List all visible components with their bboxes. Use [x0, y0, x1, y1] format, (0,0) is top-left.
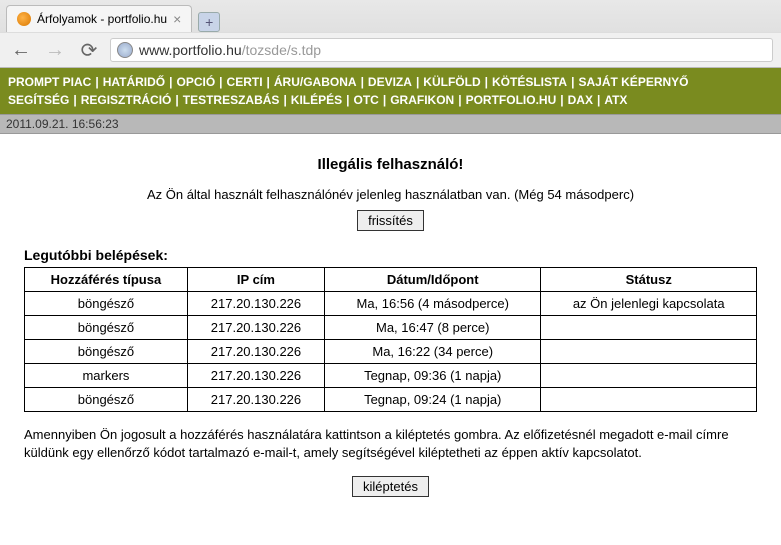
content: Illegális felhasználó! Az Ön által haszn… — [0, 134, 781, 527]
nav-separator: | — [567, 75, 578, 89]
nav-separator: | — [165, 75, 176, 89]
browser-tab[interactable]: Árfolyamok - portfolio.hu × — [6, 5, 192, 32]
nav-link[interactable]: CERTI — [227, 75, 263, 89]
globe-icon — [117, 42, 133, 58]
nav-link[interactable]: SAJÁT KÉPERNYŐ — [578, 75, 688, 89]
table-cell: 217.20.130.226 — [187, 316, 324, 340]
table-header: IP cím — [187, 268, 324, 292]
nav-separator: | — [263, 75, 274, 89]
forward-button[interactable]: → — [42, 37, 68, 63]
table-cell: Tegnap, 09:24 (1 napja) — [325, 388, 541, 412]
table-cell: 217.20.130.226 — [187, 340, 324, 364]
logout-button[interactable]: kiléptetés — [352, 476, 429, 497]
table-row: böngésző217.20.130.226Tegnap, 09:24 (1 n… — [25, 388, 757, 412]
nav-link[interactable]: DAX — [568, 93, 593, 107]
timestamp-bar: 2011.09.21. 16:56:23 — [0, 114, 781, 134]
refresh-row: frissítés — [24, 210, 757, 231]
nav-separator: | — [379, 93, 390, 107]
nav-link[interactable]: REGISZTRÁCIÓ — [81, 93, 172, 107]
nav-row-1: PROMPT PIAC|HATÁRIDŐ|OPCIÓ|CERTI|ÁRU/GAB… — [8, 73, 773, 91]
nav-separator: | — [279, 93, 290, 107]
nav-separator: | — [357, 75, 368, 89]
table-cell: böngésző — [25, 388, 188, 412]
table-cell: az Ön jelenlegi kapcsolata — [541, 292, 757, 316]
table-cell — [541, 340, 757, 364]
nav-link[interactable]: GRAFIKON — [390, 93, 454, 107]
url-host: www.portfolio.hu — [139, 42, 242, 58]
nav-link[interactable]: DEVIZA — [368, 75, 412, 89]
table-cell: Ma, 16:47 (8 perce) — [325, 316, 541, 340]
table-row: böngésző217.20.130.226Ma, 16:56 (4 másod… — [25, 292, 757, 316]
nav-link[interactable]: KILÉPÉS — [291, 93, 342, 107]
warning-title: Illegális felhasználó! — [24, 156, 757, 173]
warning-text: Az Ön által használt felhasználónév jele… — [24, 187, 757, 202]
tab-bar: Árfolyamok - portfolio.hu × + — [0, 0, 781, 32]
table-cell — [541, 388, 757, 412]
nav-separator: | — [481, 75, 492, 89]
table-cell: böngésző — [25, 340, 188, 364]
table-cell — [541, 316, 757, 340]
table-cell: 217.20.130.226 — [187, 364, 324, 388]
nav-separator: | — [215, 75, 226, 89]
toolbar: ← → ⟳ www.portfolio.hu/tozsde/s.tdp — [0, 32, 781, 67]
table-header: Hozzáférés típusa — [25, 268, 188, 292]
nav-link[interactable]: TESTRESZABÁS — [183, 93, 280, 107]
url-bar[interactable]: www.portfolio.hu/tozsde/s.tdp — [110, 38, 773, 62]
table-row: böngésző217.20.130.226Ma, 16:47 (8 perce… — [25, 316, 757, 340]
nav-separator: | — [454, 93, 465, 107]
table-cell — [541, 364, 757, 388]
nav-link[interactable]: SEGÍTSÉG — [8, 93, 69, 107]
back-button[interactable]: ← — [8, 37, 34, 63]
logins-title: Legutóbbi belépések: — [24, 247, 757, 263]
logout-row: kiléptetés — [24, 476, 757, 497]
nav-link[interactable]: OTC — [354, 93, 379, 107]
nav-separator: | — [556, 93, 567, 107]
table-header: Státusz — [541, 268, 757, 292]
table-cell: 217.20.130.226 — [187, 292, 324, 316]
table-cell: 217.20.130.226 — [187, 388, 324, 412]
nav-link[interactable]: KÖTÉSLISTA — [492, 75, 567, 89]
nav-separator: | — [412, 75, 423, 89]
nav-link[interactable]: KÜLFÖLD — [423, 75, 480, 89]
nav-link[interactable]: HATÁRIDŐ — [103, 75, 165, 89]
url-path: /tozsde/s.tdp — [242, 42, 321, 58]
nav-separator: | — [69, 93, 80, 107]
table-cell: markers — [25, 364, 188, 388]
browser-chrome: Árfolyamok - portfolio.hu × + ← → ⟳ www.… — [0, 0, 781, 68]
reload-button[interactable]: ⟳ — [76, 37, 102, 63]
tab-title: Árfolyamok - portfolio.hu — [37, 12, 167, 26]
table-row: böngésző217.20.130.226Ma, 16:22 (34 perc… — [25, 340, 757, 364]
table-cell: Ma, 16:56 (4 másodperce) — [325, 292, 541, 316]
nav-separator: | — [91, 75, 102, 89]
site-nav: PROMPT PIAC|HATÁRIDŐ|OPCIÓ|CERTI|ÁRU/GAB… — [0, 68, 781, 114]
table-cell: böngésző — [25, 292, 188, 316]
refresh-button[interactable]: frissítés — [357, 210, 424, 231]
nav-row-2: SEGÍTSÉG|REGISZTRÁCIÓ|TESTRESZABÁS|KILÉP… — [8, 91, 773, 109]
footer-text: Amennyiben Ön jogosult a hozzáférés hasz… — [24, 426, 757, 462]
nav-separator: | — [593, 93, 604, 107]
table-row: markers217.20.130.226Tegnap, 09:36 (1 na… — [25, 364, 757, 388]
table-cell: Ma, 16:22 (34 perce) — [325, 340, 541, 364]
new-tab-button[interactable]: + — [198, 12, 220, 32]
nav-link[interactable]: ÁRU/GABONA — [274, 75, 357, 89]
nav-link[interactable]: ATX — [604, 93, 627, 107]
tab-favicon-icon — [17, 12, 31, 26]
logins-table: Hozzáférés típusaIP címDátum/IdőpontStát… — [24, 267, 757, 412]
nav-link[interactable]: PROMPT PIAC — [8, 75, 91, 89]
nav-link[interactable]: OPCIÓ — [177, 75, 216, 89]
table-cell: Tegnap, 09:36 (1 napja) — [325, 364, 541, 388]
close-icon[interactable]: × — [173, 11, 181, 27]
nav-separator: | — [171, 93, 182, 107]
table-cell: böngésző — [25, 316, 188, 340]
timestamp: 2011.09.21. 16:56:23 — [6, 117, 119, 131]
table-header: Dátum/Időpont — [325, 268, 541, 292]
nav-link[interactable]: PORTFOLIO.HU — [466, 93, 557, 107]
nav-separator: | — [342, 93, 353, 107]
